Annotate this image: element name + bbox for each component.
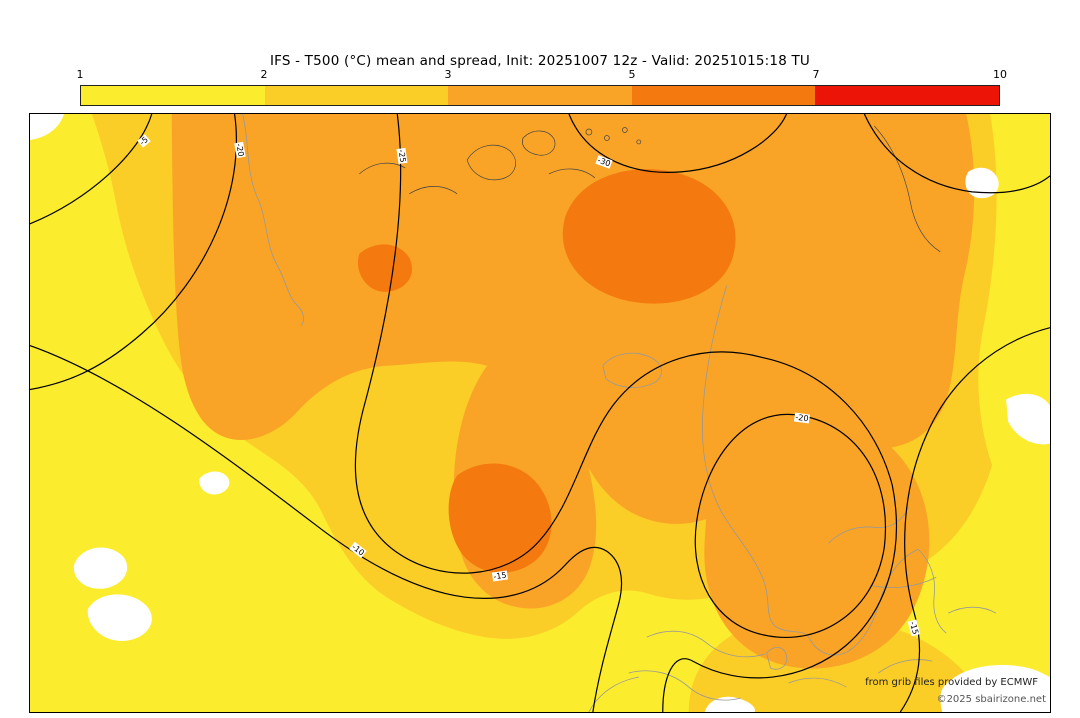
- coastline-arctic-islet: [621, 127, 628, 133]
- colorbar-segment: [81, 86, 265, 105]
- border-line: [878, 659, 933, 674]
- white-patch: [1006, 393, 1050, 445]
- spread-fill-level4: [448, 463, 552, 573]
- spread-fill-level3: [704, 412, 930, 669]
- colorbar-segment: [815, 86, 999, 105]
- coastline-greenland: [242, 114, 304, 326]
- coastline-arctic-island: [409, 186, 458, 195]
- white-patch: [965, 167, 999, 199]
- spread-fill-level4: [562, 169, 736, 304]
- coastline-iceland: [602, 352, 662, 388]
- white-patch: [73, 547, 128, 589]
- coastline-arctic-island: [359, 162, 406, 175]
- attribution-copyright: ©2025 sbairizone.net: [936, 694, 1046, 705]
- coastline-arctic-islet: [636, 139, 642, 145]
- contour-line: [30, 345, 623, 712]
- coastline-mainland: [628, 670, 741, 701]
- coastline-bothnia: [828, 507, 909, 544]
- attribution-source: from grib files provided by ECMWF: [865, 677, 1038, 688]
- colorbar-tick: 7: [812, 68, 820, 81]
- coastline-svalbard: [466, 144, 516, 181]
- border-line: [588, 676, 639, 712]
- page-title: IFS - T500 (°C) mean and spread, Init: 2…: [269, 53, 811, 69]
- colorbar-segment: [264, 86, 449, 105]
- colorbar-tick: 5: [628, 68, 636, 81]
- white-patch: [87, 594, 152, 641]
- colorbar-segment: [448, 86, 632, 105]
- white-patch: [199, 471, 230, 495]
- white-patch: [704, 696, 756, 712]
- coastline-novaya-zemlya: [874, 125, 941, 253]
- coastline-arctic-island: [548, 168, 596, 179]
- white-patch: [940, 664, 1050, 712]
- coastline-svalbard: [522, 130, 556, 156]
- coastline-scandinavia: [701, 285, 777, 628]
- colorbar-tick: 10: [993, 68, 1007, 81]
- coastline-gulf-of-finland: [870, 576, 937, 588]
- coastline-baltic-east: [917, 548, 947, 634]
- border-line: [788, 677, 847, 688]
- contour-line: [30, 114, 153, 225]
- border-line: [948, 606, 997, 614]
- coastline-denmark: [766, 647, 788, 670]
- colorbar-segment: [631, 86, 816, 105]
- map-canvas: -5 -20 -25 -30 -10 -15 -20 -15 from grib files …: [29, 113, 1051, 713]
- spread-fill-level4: [357, 244, 413, 292]
- colorbar-bar: [80, 85, 1000, 106]
- colorbar-tick: 2: [260, 68, 268, 81]
- coastline-north-sea: [646, 630, 765, 658]
- contour-line: [568, 114, 788, 173]
- colorbar-tick: 1: [76, 68, 84, 81]
- coastline-arctic-islet: [604, 135, 610, 141]
- contour-line: [694, 413, 886, 638]
- weather-map-svg: [30, 114, 1050, 712]
- coastline-arctic-islet: [585, 128, 593, 136]
- contour-line: [354, 114, 897, 712]
- white-patch: [30, 114, 64, 140]
- contour-line: [899, 327, 1050, 712]
- contour-line: [30, 114, 238, 391]
- colorbar-ticks: 1 2 3 5 7 10: [76, 68, 1008, 82]
- colorbar: 1 2 3 5 7 10: [76, 68, 1008, 108]
- contour-line: [863, 114, 1050, 194]
- colorbar-tick: 3: [444, 68, 452, 81]
